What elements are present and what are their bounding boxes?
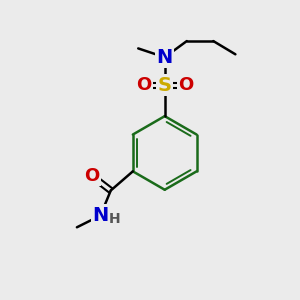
Text: O: O xyxy=(178,76,194,94)
Text: N: N xyxy=(92,206,109,225)
Text: O: O xyxy=(84,167,99,185)
Text: S: S xyxy=(158,76,172,95)
Text: O: O xyxy=(136,76,151,94)
Text: N: N xyxy=(157,48,173,67)
Text: H: H xyxy=(109,212,120,226)
